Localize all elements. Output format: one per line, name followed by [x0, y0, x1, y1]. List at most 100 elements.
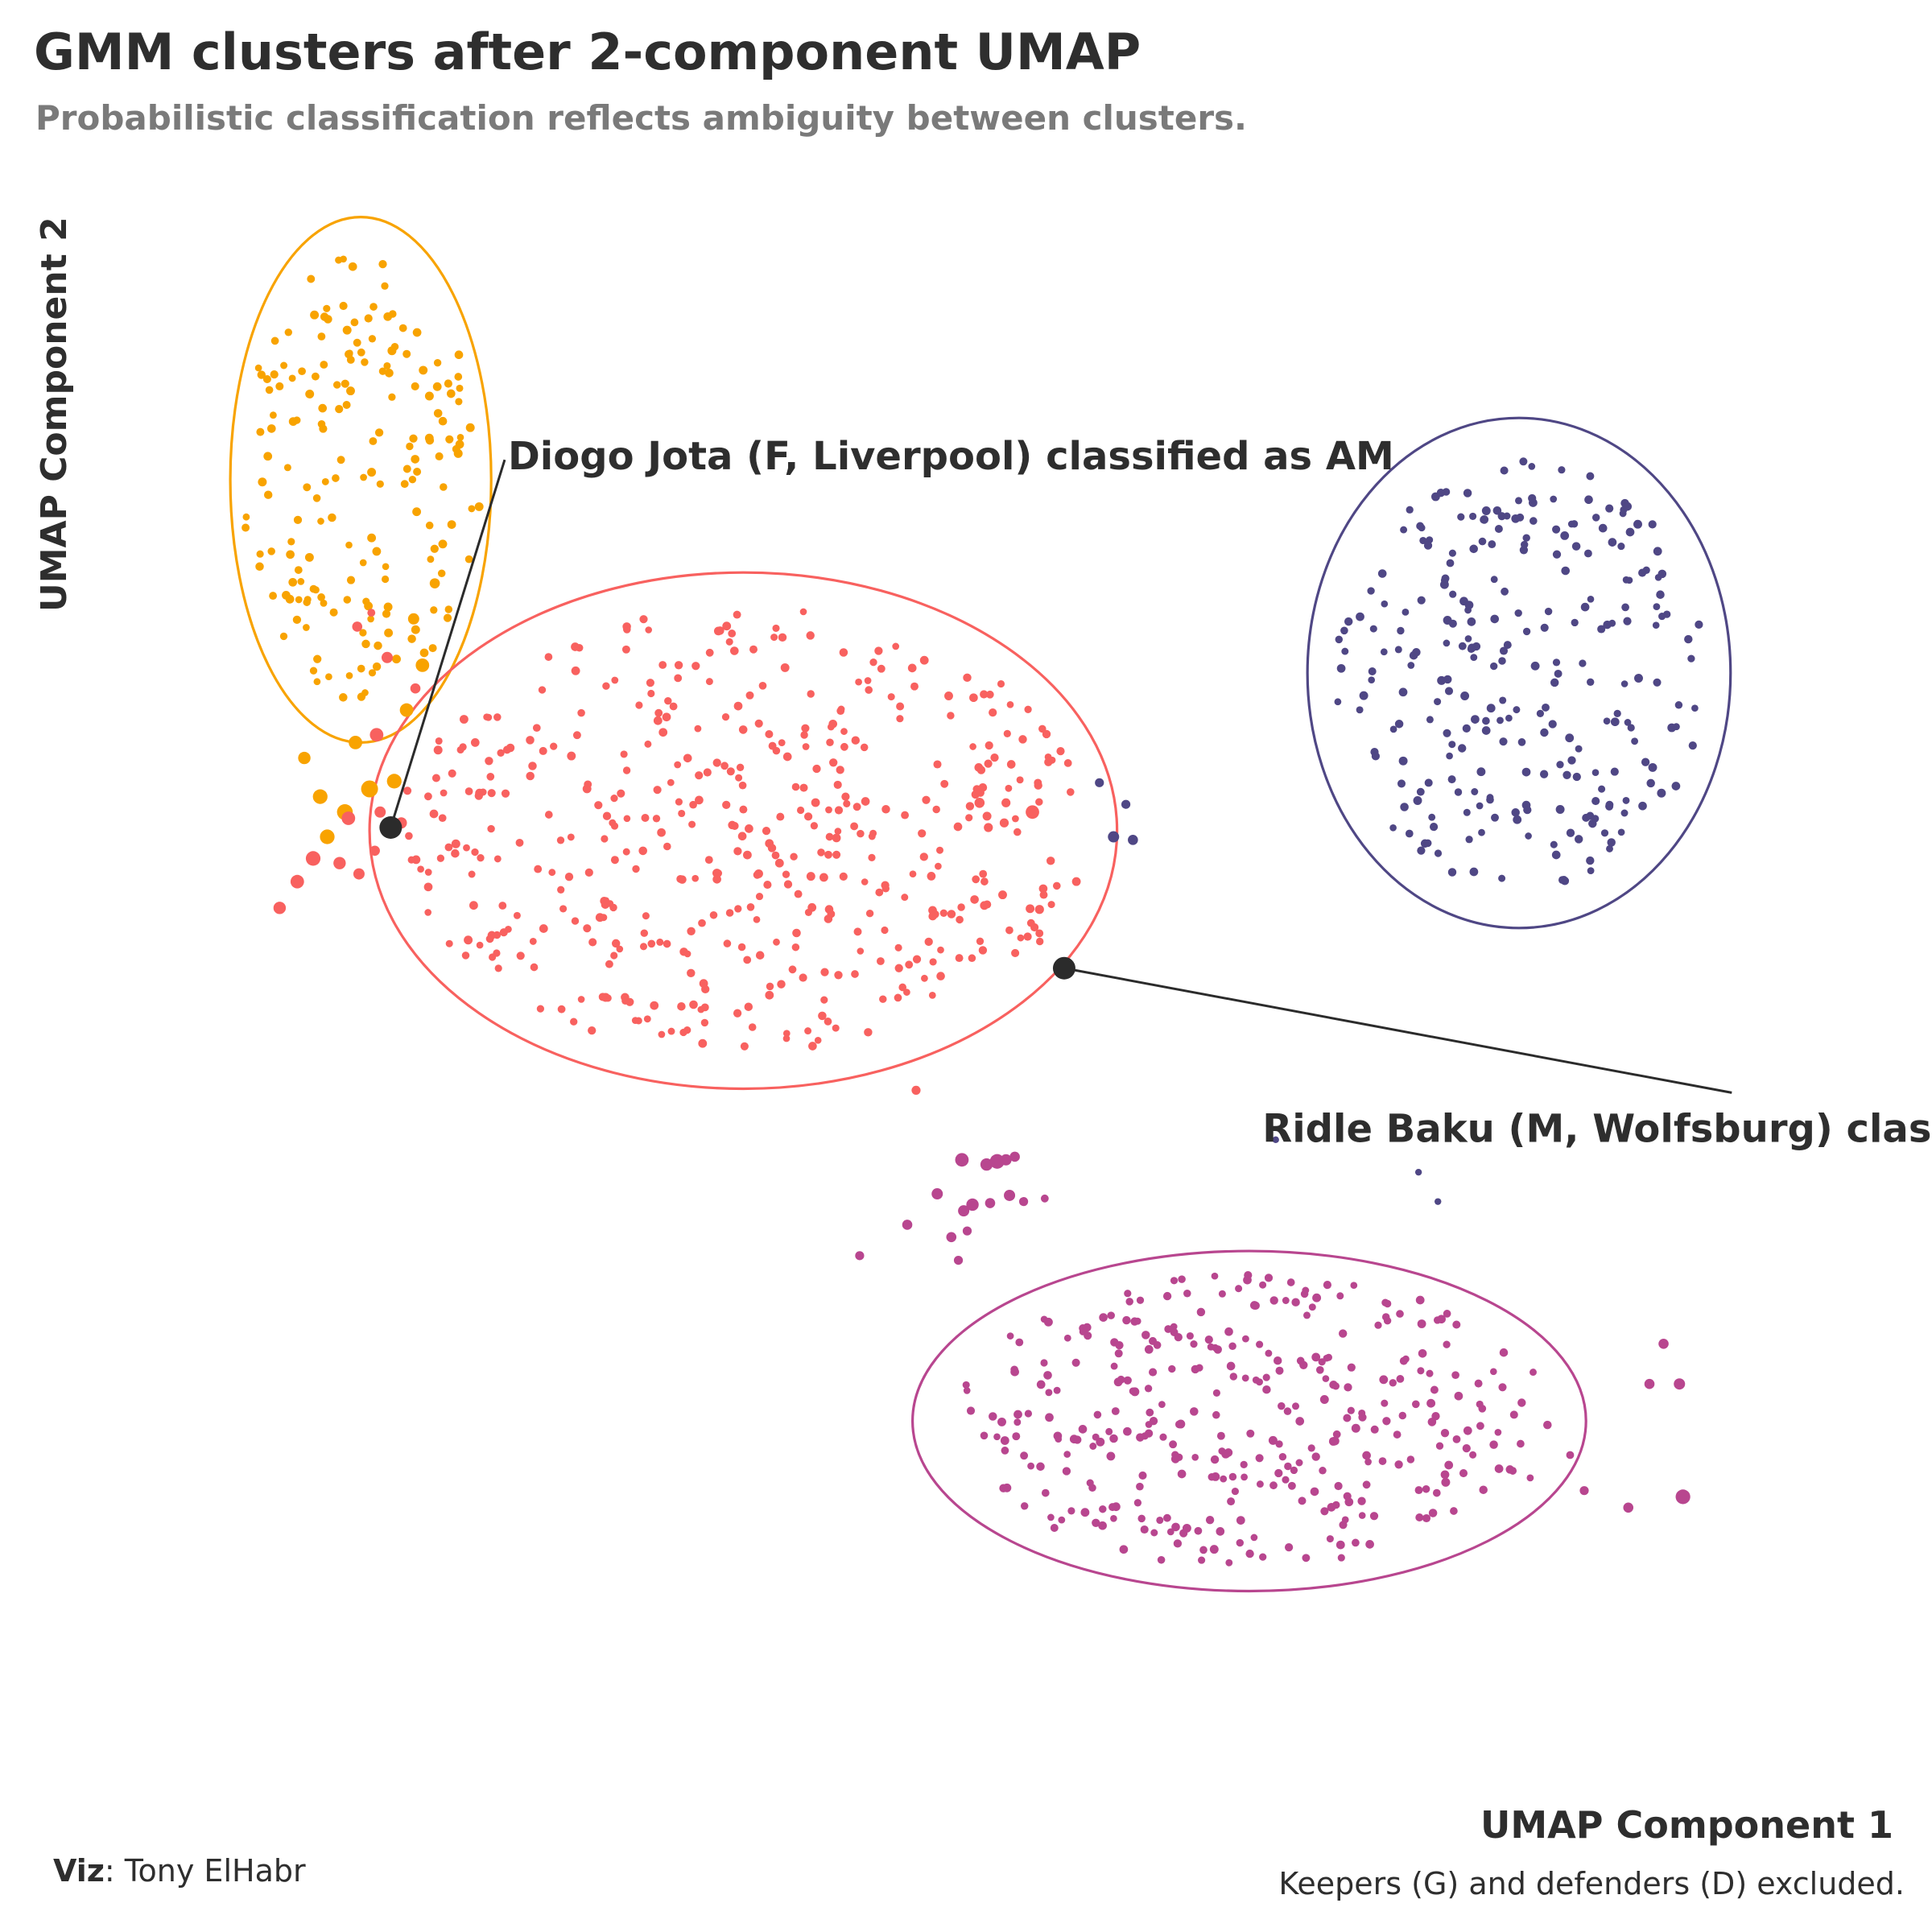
data-point — [564, 873, 574, 881]
data-point — [1471, 715, 1480, 724]
data-point — [1256, 1480, 1264, 1488]
data-point — [359, 559, 367, 567]
data-point — [429, 809, 439, 819]
data-point — [1623, 617, 1632, 625]
data-point — [310, 310, 320, 320]
data-point — [1470, 654, 1478, 662]
data-point — [1648, 762, 1657, 772]
data-point — [1205, 1516, 1215, 1525]
data-point — [1552, 525, 1561, 534]
data-point — [1106, 1451, 1116, 1461]
data-point — [1550, 495, 1558, 503]
data-point — [617, 789, 625, 798]
data-point — [405, 832, 413, 840]
data-point — [311, 372, 320, 381]
ambiguous-point — [966, 1198, 979, 1212]
data-point — [605, 960, 613, 968]
data-point — [1198, 1556, 1206, 1564]
data-point — [1115, 1340, 1124, 1350]
data-point — [1335, 1540, 1345, 1550]
data-point — [582, 784, 592, 794]
data-point — [412, 328, 422, 337]
data-point — [1168, 1364, 1176, 1373]
data-point — [1308, 1303, 1316, 1311]
cluster-ellipse-4 — [910, 1249, 1587, 1593]
data-point — [894, 943, 902, 952]
data-point — [851, 970, 859, 978]
data-point — [1691, 704, 1699, 712]
data-point — [456, 384, 464, 392]
data-point — [1140, 1525, 1149, 1534]
data-point — [493, 949, 501, 957]
data-point — [944, 691, 953, 700]
data-point — [293, 416, 301, 424]
data-point — [1320, 1507, 1329, 1516]
data-point — [1463, 489, 1472, 497]
data-point — [487, 789, 496, 798]
data-point — [425, 436, 435, 445]
data-point — [1458, 642, 1467, 650]
data-point — [974, 763, 984, 772]
data-point — [1513, 815, 1522, 824]
data-point — [907, 663, 917, 673]
data-point — [1591, 769, 1600, 777]
data-point — [303, 624, 310, 631]
data-point — [1327, 1503, 1336, 1512]
data-point — [1440, 1470, 1450, 1480]
data-point — [1210, 1455, 1220, 1464]
data-point — [674, 661, 683, 670]
ambiguous-point — [381, 651, 393, 663]
data-point — [1259, 1553, 1267, 1561]
data-point — [1605, 801, 1613, 808]
data-point — [1024, 1410, 1033, 1418]
data-point — [559, 905, 568, 913]
ambiguous-point — [984, 823, 993, 832]
data-point — [1548, 720, 1557, 729]
data-point — [806, 631, 815, 640]
data-point — [1591, 514, 1600, 522]
data-point — [745, 824, 753, 833]
data-point — [383, 361, 391, 370]
data-point — [1430, 1385, 1439, 1394]
data-point — [817, 848, 825, 857]
data-point — [622, 848, 630, 856]
data-point — [804, 908, 812, 916]
data-point — [374, 641, 382, 650]
data-point — [965, 814, 973, 822]
data-point — [1394, 646, 1402, 654]
data-point — [834, 828, 842, 835]
data-point — [1026, 904, 1035, 914]
data-point — [1141, 1432, 1149, 1440]
data-point — [392, 654, 401, 664]
ambiguous-point — [999, 818, 1009, 828]
data-point — [1178, 1275, 1186, 1283]
data-point — [1241, 1374, 1249, 1382]
data-point — [1268, 1435, 1278, 1445]
data-point — [1328, 1437, 1338, 1446]
data-point — [304, 552, 314, 562]
data-point — [1389, 725, 1397, 733]
data-point — [474, 502, 484, 511]
data-point — [1226, 1361, 1236, 1371]
data-point — [749, 645, 758, 654]
data-point — [1411, 1400, 1420, 1409]
data-point — [962, 1381, 970, 1389]
data-point — [616, 945, 624, 953]
data-point — [1418, 524, 1426, 532]
data-point — [256, 427, 265, 436]
data-point — [1584, 495, 1593, 505]
data-point — [1015, 1338, 1024, 1347]
data-point — [388, 393, 396, 401]
data-point — [1448, 549, 1456, 557]
data-point — [832, 833, 841, 843]
data-point — [332, 474, 340, 482]
data-point — [1396, 1375, 1405, 1383]
data-point — [1332, 1430, 1341, 1439]
data-point — [1415, 1295, 1425, 1305]
data-point — [1050, 1524, 1059, 1532]
data-point — [376, 480, 384, 488]
data-point — [1062, 1467, 1071, 1476]
data-point — [1672, 723, 1680, 731]
data-point — [939, 909, 947, 917]
data-point — [1228, 1342, 1236, 1351]
